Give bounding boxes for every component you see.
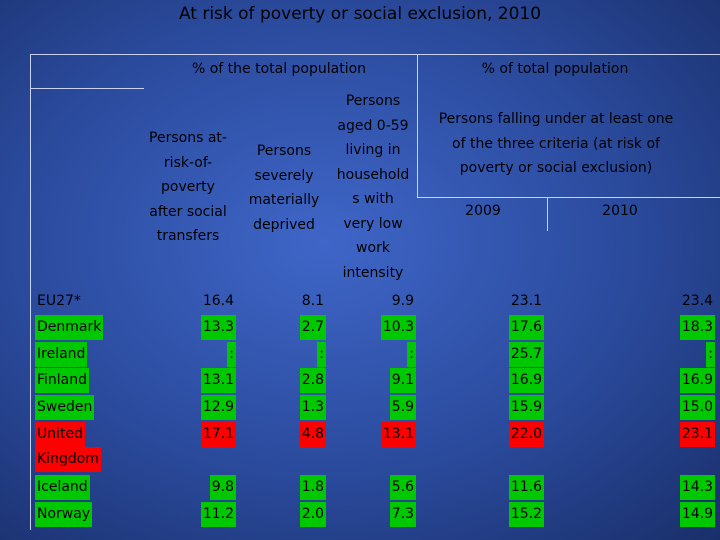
header-line: Persons [256,143,312,159]
row-country-line2: Kingdom [35,447,101,472]
row-value: 15.9 [508,395,544,420]
row-value: 11.2 [200,502,236,527]
header-low-work-intensity: Persons aged 0-59 living in household s with… [328,89,418,285]
row-value: 25.7 [508,342,544,367]
page-title: At risk of poverty or social exclusion, … [178,4,542,24]
header-at-least-one-criteria: Persons falling under at least one of the… [420,107,692,181]
header-line: very low [343,215,403,232]
row-value: 2.0 [299,502,326,527]
row-value: 1.3 [299,395,326,420]
header-line: poverty or social exclusion) [459,160,653,176]
header-line: intensity [342,264,404,281]
row-value: 16.9 [679,368,715,393]
row-country: EU27* [37,293,81,309]
header-line: household [336,166,410,183]
table-border-top [30,54,720,55]
header-line: poverty [161,179,215,195]
row-value: 2.7 [299,315,326,340]
header-year-2010: 2010 [602,203,638,219]
header-year-2009: 2009 [465,203,501,219]
row-value: 9.8 [209,475,236,500]
row-value: 5.6 [389,475,416,500]
row-value: 18.3 [679,315,715,340]
header-at-risk-of-poverty: Persons at-risk-of-poverty after social tr… [138,126,238,249]
row-country: Denmark [35,315,104,340]
row-value: 22.0 [508,422,544,447]
row-value: 15.2 [508,502,544,527]
header-divider [30,88,144,89]
header-line: Persons falling under at least one [438,111,674,127]
row-value: 5.9 [389,395,416,420]
year-divider-h [417,197,720,198]
row-value: 13.1 [200,368,236,393]
row-value: : [317,342,326,367]
header-line: of the three criteria (at risk of [452,135,660,152]
row-value: 13.3 [200,315,236,340]
row-country: Iceland [35,475,90,500]
row-value: 13.1 [380,422,416,447]
row-value: 1.8 [299,475,326,500]
header-line: severely [254,167,314,184]
row-value: 17.1 [200,422,236,447]
header-group-total-population: % of the total population [191,61,367,77]
row-value: 9.9 [391,293,414,309]
header-line: after social [149,203,227,220]
row-country: Sweden [35,395,95,420]
row-country: United [35,422,85,447]
row-value: 16.4 [202,293,234,309]
row-value: 14.9 [679,502,715,527]
row-value: : [227,342,236,367]
row-value: 17.6 [508,315,544,340]
row-value: 23.1 [679,422,715,447]
row-value: 14.3 [679,475,715,500]
row-value: 9.1 [389,368,416,393]
header-line: s with [352,191,394,207]
row-value: 4.8 [299,422,326,447]
row-value: 12.9 [200,395,236,420]
header-materially-deprived: Persons severely materially deprived [238,139,330,237]
header-line: transfers [156,228,220,244]
row-value: 7.3 [389,502,416,527]
header-line: Persons at- [149,130,227,146]
year-divider-v [547,197,548,231]
row-value: : [706,342,715,367]
row-value: 11.6 [508,475,544,500]
row-country: Ireland [35,342,88,367]
row-value: 15.0 [679,395,715,420]
header-line: aged 0-59 [337,117,409,134]
group-divider [417,54,418,198]
row-value: 2.8 [299,368,326,393]
row-value: 23.1 [510,293,542,309]
row-value: 16.9 [508,368,544,393]
header-line: Persons [345,93,401,109]
header-line: deprived [253,216,315,233]
header-line: materially [248,192,320,208]
row-value: 23.4 [681,293,713,309]
header-line: risk-of- [163,154,213,171]
table-border-left [30,54,31,530]
row-country: Finland [35,368,90,393]
row-value: 10.3 [380,315,416,340]
header-line: work [356,240,390,256]
header-line: living in [345,142,401,158]
row-country: Norway [35,502,93,527]
row-value: : [407,342,416,367]
row-value: 8.1 [301,293,324,309]
header-group-percent-population: % of total population [481,61,629,77]
